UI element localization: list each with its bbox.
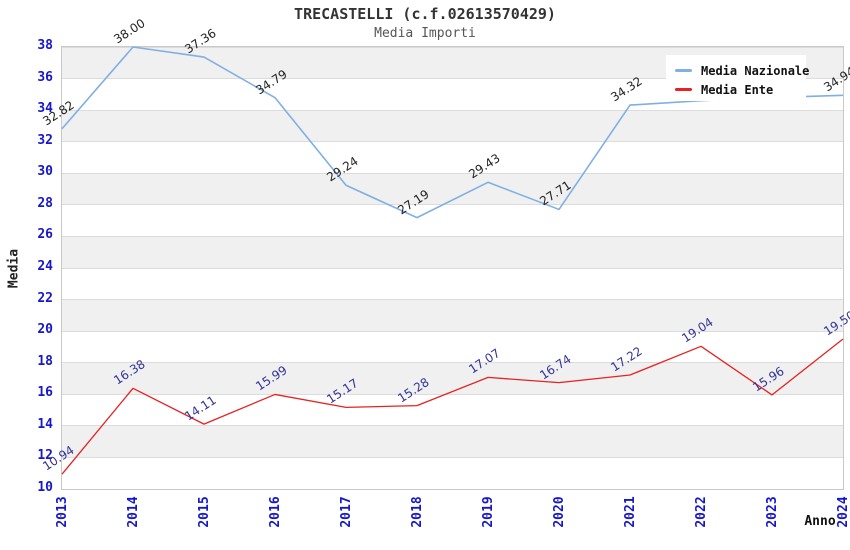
x-tick-label: 2015	[197, 496, 212, 528]
x-tick-label: 2021	[623, 496, 638, 528]
x-tick-label: 2017	[339, 496, 354, 528]
gridline	[62, 267, 843, 269]
gridline	[62, 109, 843, 111]
y-tick-label: 16	[37, 385, 53, 401]
gridline	[62, 393, 843, 395]
x-tick-label: 2013	[55, 496, 70, 528]
plot-band	[62, 457, 843, 489]
y-tick-label: 18	[37, 353, 53, 369]
y-tick-label: 30	[37, 164, 53, 180]
y-tick-label: 38	[37, 38, 53, 53]
plot-band	[62, 141, 843, 174]
gridline	[62, 330, 843, 332]
chart-title: TRECASTELLI (c.f.02613570429)	[294, 5, 556, 23]
y-tick-label: 20	[37, 322, 53, 338]
gridline	[62, 235, 843, 237]
plot-band	[62, 394, 843, 426]
plot-band	[62, 299, 843, 332]
plot-band	[62, 425, 843, 458]
gridline	[62, 46, 843, 48]
chart-subtitle: Media Importi	[374, 26, 476, 41]
plot-band	[62, 268, 843, 300]
gridline	[62, 141, 843, 143]
legend-swatch-icon	[675, 88, 692, 91]
gridline	[62, 299, 843, 301]
gridline	[62, 425, 843, 427]
x-tick-label: 2018	[410, 496, 425, 528]
plot-band	[62, 331, 843, 363]
line-media-ente	[61, 338, 844, 475]
legend-item: Media Nazionale	[666, 61, 810, 80]
y-tick-label: 10	[37, 480, 53, 495]
x-tick-label: 2016	[268, 496, 283, 528]
legend-label: Media Nazionale	[701, 63, 810, 78]
plot-band	[62, 362, 843, 395]
x-tick-label: 2023	[765, 496, 780, 528]
x-tick-label: 2014	[126, 496, 141, 528]
y-tick-label: 14	[37, 416, 53, 432]
y-tick-label: 34	[37, 101, 53, 117]
x-tick-label: 2019	[481, 496, 496, 528]
legend-swatch-icon	[675, 69, 692, 72]
y-tick-label: 24	[37, 259, 53, 274]
y-tick-label: 32	[37, 132, 53, 148]
gridline	[62, 362, 843, 364]
x-axis-title: Anno	[804, 514, 836, 529]
y-tick-label: 22	[37, 290, 53, 306]
y-tick-label: 36	[37, 69, 53, 85]
y-tick-label: 28	[37, 195, 53, 211]
gridline	[62, 172, 843, 174]
plot-band	[62, 236, 843, 268]
plot-band	[62, 110, 843, 142]
plot-band	[62, 204, 843, 237]
y-tick-label: 12	[37, 448, 53, 464]
legend-item: Media Ente	[666, 80, 806, 99]
gridline	[62, 456, 843, 458]
x-tick-label: 2022	[694, 496, 709, 528]
gridline	[62, 78, 843, 80]
legend-label: Media Ente	[701, 82, 774, 97]
legend: Media Nazionale Media Ente	[666, 55, 810, 101]
x-tick-label: 2020	[552, 496, 567, 528]
y-tick-label: 26	[37, 227, 53, 243]
gridline	[62, 204, 843, 206]
